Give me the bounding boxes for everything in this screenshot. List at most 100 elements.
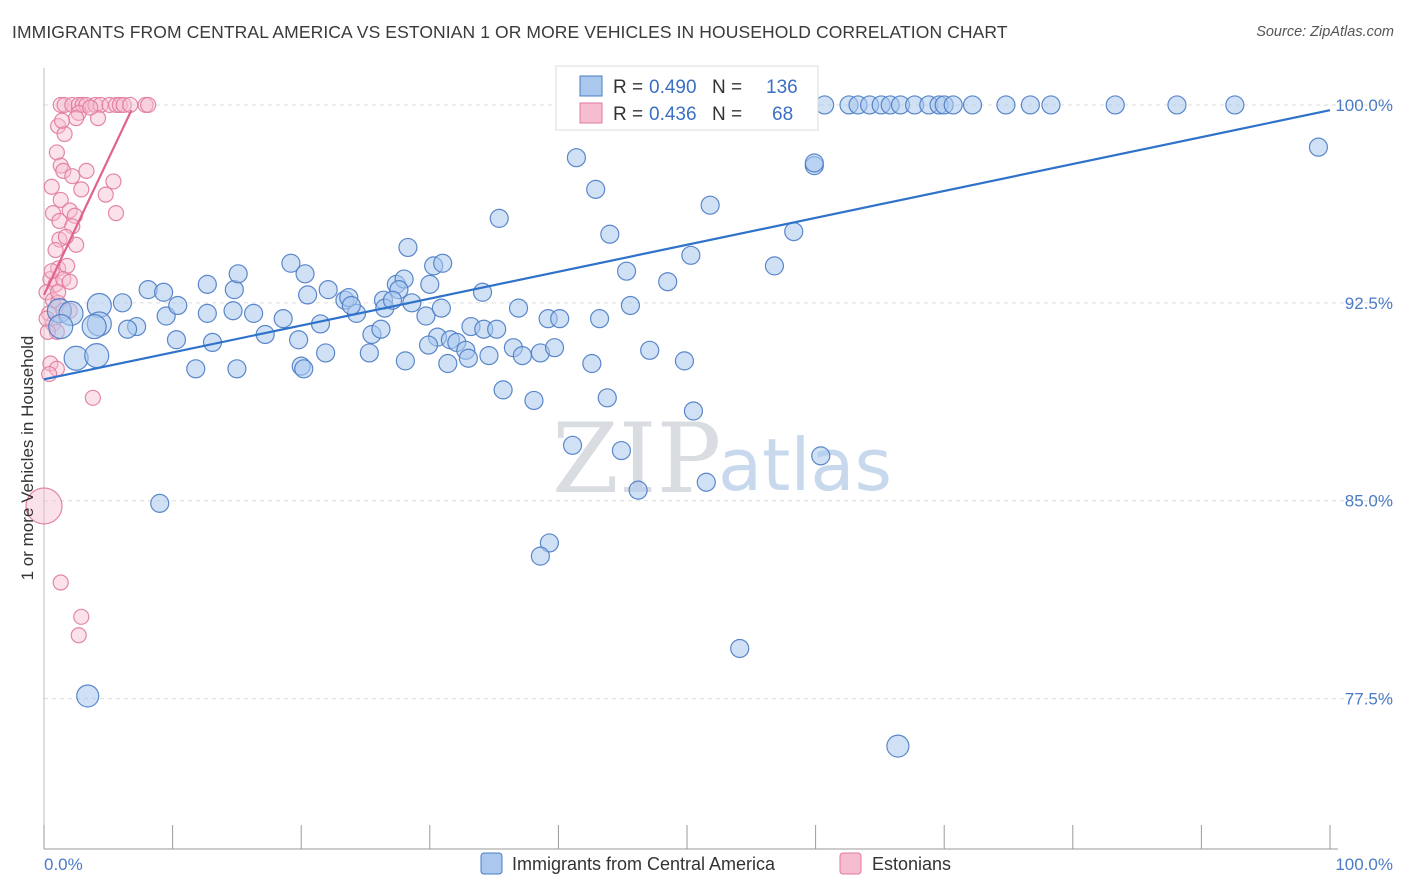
central-america-point — [730, 638, 750, 659]
watermark: ZIP atlas — [552, 403, 892, 515]
legend-r-label-2: R = — [613, 104, 643, 125]
central-america-point — [811, 446, 831, 466]
central-america-point — [1225, 95, 1245, 115]
central-america-point — [228, 264, 248, 284]
legend-n-value-1: 136 — [766, 77, 798, 98]
estonian-point — [52, 574, 69, 591]
central-america-point — [371, 319, 391, 339]
central-america-point — [398, 237, 418, 258]
estonian-point — [140, 96, 157, 114]
estonian-point — [122, 96, 139, 114]
legend-n-label-1: N = — [712, 77, 742, 98]
central-america-point — [153, 282, 174, 302]
estonian-point — [43, 178, 60, 195]
central-america-point — [186, 359, 206, 379]
legend: R = 0.490 N = 136 R = 0.436 N = 68 — [555, 65, 819, 131]
central-america-point — [76, 684, 100, 708]
estonians-trend-line — [43, 109, 133, 296]
trend-lines — [43, 109, 1331, 381]
estonian-point — [25, 487, 63, 525]
legend-n-label-2: N = — [712, 104, 742, 125]
estonian-point — [73, 181, 90, 198]
central-america-point — [310, 314, 331, 334]
central-america-point — [550, 309, 570, 329]
central-america-point — [433, 253, 453, 273]
estonian-point — [48, 144, 65, 161]
central-america-point — [696, 472, 716, 492]
central-america-point — [117, 319, 138, 339]
central-america-point — [582, 353, 602, 374]
central-america-point — [539, 533, 559, 553]
estonian-point — [97, 186, 114, 203]
central-america-point — [316, 343, 336, 363]
source-credit: Source: ZipAtlas.com — [1256, 24, 1394, 40]
legend-swatch-blue — [579, 75, 603, 97]
legend-swatch-pink — [579, 102, 603, 124]
estonian-point — [52, 191, 69, 209]
y-tick-labels: 77.5% 85.0% 92.5% 100.0% — [1335, 96, 1393, 709]
central-america-point — [586, 179, 606, 199]
estonian-point — [84, 389, 101, 406]
central-america-point — [244, 303, 264, 323]
central-america-point — [886, 734, 910, 758]
central-america-point — [784, 221, 804, 242]
legend-r-label-1: R = — [613, 77, 643, 98]
chart-title: IMMIGRANTS FROM CENTRAL AMERICA VS ESTON… — [12, 22, 1008, 42]
central-america-point — [81, 313, 107, 340]
estonian-point — [56, 125, 73, 143]
central-america-point — [318, 280, 338, 300]
estonian-point — [68, 110, 85, 127]
central-america-point — [804, 153, 824, 173]
central-america-point — [197, 303, 217, 323]
central-america-point — [420, 274, 440, 294]
estonian-point — [53, 112, 71, 129]
estonian-point — [107, 205, 125, 222]
estonian-point — [61, 273, 78, 290]
central-america-point — [84, 342, 110, 369]
central-america-point — [600, 224, 620, 244]
central-america-point — [620, 295, 641, 316]
central-america-point — [628, 480, 648, 500]
x-tick-label-min: 0.0% — [44, 855, 83, 874]
estonian-point — [82, 99, 99, 116]
x-ticks — [43, 825, 1331, 849]
central-america-trend-line — [43, 109, 1331, 381]
estonian-point — [52, 96, 69, 114]
central-america-point — [295, 264, 315, 284]
central-america-point — [48, 313, 74, 340]
central-america-point — [1167, 95, 1187, 115]
central-america-point — [438, 353, 458, 374]
central-america-point — [395, 351, 415, 371]
bottom-legend-label-pink: Estonians — [872, 854, 951, 874]
central-america-point — [166, 330, 187, 350]
central-america-point — [294, 359, 314, 379]
central-america-point — [431, 298, 451, 318]
central-america-point — [197, 274, 217, 294]
estonian-point — [115, 96, 132, 114]
y-tick-label: 92.5% — [1345, 294, 1393, 313]
central-america-point — [681, 245, 701, 265]
central-america-point — [562, 435, 583, 455]
watermark-atlas: atlas — [718, 423, 892, 507]
central-america-point — [512, 345, 532, 366]
central-america-point — [341, 295, 361, 316]
central-america-point — [524, 390, 544, 411]
central-america-point — [1041, 95, 1061, 115]
central-america-point — [418, 335, 439, 355]
central-america-point — [223, 301, 243, 321]
estonian-point — [70, 627, 87, 644]
central-america-point — [700, 195, 720, 215]
central-america-point — [416, 306, 436, 326]
central-america-point — [611, 440, 632, 461]
estonian-point — [55, 162, 72, 180]
bottom-legend: Immigrants from Central America Estonian… — [480, 852, 951, 875]
central-america-point — [112, 293, 133, 313]
estonian-point — [64, 168, 81, 185]
central-america-point — [996, 95, 1016, 115]
central-america-point — [227, 359, 247, 379]
central-america-point — [289, 330, 309, 350]
bottom-legend-swatch-pink — [839, 852, 862, 875]
central-america-point — [487, 319, 507, 339]
central-america-point — [224, 280, 244, 300]
